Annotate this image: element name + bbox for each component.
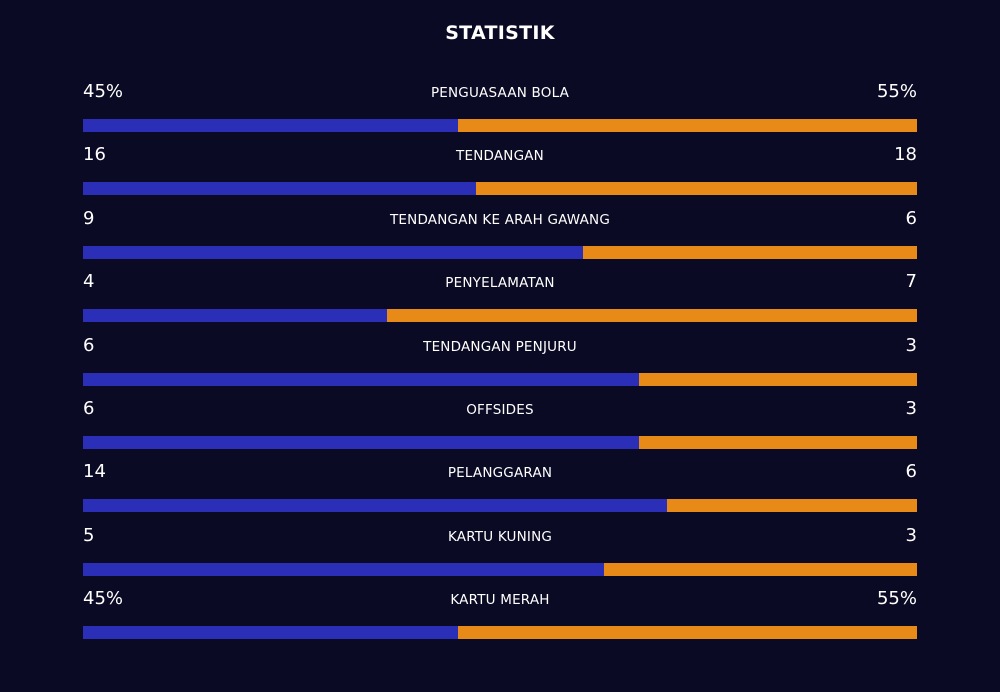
stat-row-yellow-cards: 5 KARTU KUNING 3 <box>83 524 917 587</box>
stat-bar <box>83 309 917 323</box>
away-value: 7 <box>905 271 917 293</box>
home-value: 6 <box>83 397 95 419</box>
home-bar-fill <box>83 562 605 576</box>
stat-bar <box>83 435 917 449</box>
home-value: 5 <box>83 524 95 546</box>
home-bar-fill <box>83 499 667 513</box>
stat-row-possession: 45% PENGUASAAN BOLA 55% <box>83 80 917 143</box>
page-title: STATISTIK <box>445 22 555 44</box>
home-bar-fill <box>83 309 387 323</box>
home-bar-fill <box>83 626 459 640</box>
away-bar-fill <box>458 119 917 132</box>
home-value: 6 <box>83 334 95 356</box>
home-value: 14 <box>83 461 106 483</box>
away-bar-fill <box>386 309 917 323</box>
home-value: 45% <box>83 588 124 610</box>
away-value: 3 <box>905 524 917 546</box>
away-bar-fill <box>475 182 917 196</box>
stat-row-shots: 16 TENDANGAN 18 <box>83 143 917 206</box>
away-bar-fill <box>666 499 917 513</box>
away-value: 55% <box>876 588 917 610</box>
stat-row-fouls: 14 PELANGGARAN 6 <box>83 460 917 523</box>
away-bar-fill <box>604 562 917 576</box>
stat-label: TENDANGAN <box>456 148 544 165</box>
stat-label: KARTU MERAH <box>450 592 550 609</box>
away-value: 6 <box>905 207 917 229</box>
home-value: 4 <box>83 271 95 293</box>
home-bar-fill <box>83 245 584 259</box>
away-value: 3 <box>905 334 917 356</box>
stat-row-offsides: 6 OFFSIDES 3 <box>83 397 917 460</box>
stat-row-saves: 4 PENYELAMATAN 7 <box>83 270 917 333</box>
stat-row-corners: 6 TENDANGAN PENJURU 3 <box>83 334 917 397</box>
away-bar-fill <box>639 372 917 386</box>
stats-list: 45% PENGUASAAN BOLA 55% 16 TENDANGAN 18 <box>83 80 917 651</box>
stat-bar <box>83 372 917 386</box>
stat-bar <box>83 626 917 640</box>
stat-label: PENGUASAAN BOLA <box>430 85 570 101</box>
away-bar-fill <box>583 245 917 259</box>
stat-bar <box>83 119 917 132</box>
stat-bar <box>83 245 917 259</box>
away-value: 3 <box>905 397 917 419</box>
home-bar-fill <box>83 372 640 386</box>
stat-bar <box>83 499 917 513</box>
away-bar-fill <box>639 435 917 449</box>
home-bar-fill <box>83 182 476 196</box>
stat-label: TENDANGAN PENJURU <box>423 338 577 355</box>
away-value: 6 <box>905 461 917 483</box>
stat-label: TENDANGAN KE ARAH GAWANG <box>389 211 611 228</box>
stat-row-shots-on-target: 9 TENDANGAN KE ARAH GAWANG 6 <box>83 207 917 270</box>
stat-label: PENYELAMATAN <box>445 275 555 292</box>
away-value: 18 <box>894 144 917 166</box>
stat-row-red-cards: 45% KARTU MERAH 55% <box>83 587 917 650</box>
home-value: 16 <box>83 144 106 166</box>
stat-bar <box>83 562 917 576</box>
stat-bar <box>83 182 917 196</box>
away-bar-fill <box>458 626 917 640</box>
home-value: 9 <box>83 207 95 229</box>
stat-label: OFFSIDES <box>466 401 534 418</box>
away-value: 55% <box>876 81 917 102</box>
stat-label: PELANGGARAN <box>447 465 553 482</box>
home-bar-fill <box>83 435 640 449</box>
home-bar-fill <box>83 119 459 132</box>
stat-label: KARTU KUNING <box>447 528 553 545</box>
home-value: 45% <box>83 81 124 102</box>
